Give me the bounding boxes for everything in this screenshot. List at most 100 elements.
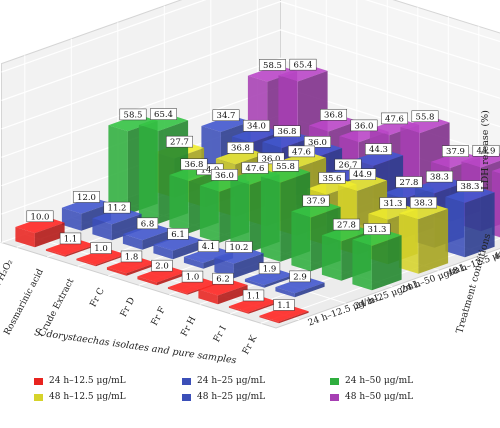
data-label-text: 34.0	[247, 122, 266, 132]
data-label: 36.8	[180, 158, 208, 170]
data-label-text: 6.8	[141, 219, 155, 229]
bar-front	[244, 279, 265, 288]
data-label-text: 1.8	[125, 252, 139, 262]
data-label: 1.1	[273, 299, 295, 311]
data-label-text: 44.3	[369, 145, 388, 155]
data-label-text: 2.0	[155, 262, 169, 272]
bar-front	[15, 227, 35, 248]
bar	[153, 234, 203, 260]
ldh-3d-bar-chart: 58.565.436.836.047.655.837.944.944.934.7…	[0, 0, 500, 366]
data-label-text: 47.6	[292, 147, 311, 157]
legend-swatch	[182, 393, 191, 401]
data-label-box	[363, 223, 391, 235]
data-label-text: 1.0	[186, 273, 200, 283]
z-axis-title: LDH release (%)	[480, 110, 491, 190]
bar-front	[352, 239, 372, 291]
legend-item: 48 h–50 μg/mL	[330, 392, 413, 403]
data-label-text: 31.3	[368, 225, 387, 235]
data-label-box	[242, 289, 265, 302]
data-label-text: 12.0	[77, 193, 96, 203]
data-label-box	[90, 242, 112, 254]
bar-front	[321, 235, 342, 281]
data-label: 37.9	[302, 194, 330, 207]
bar	[122, 223, 173, 250]
bar-front	[108, 125, 128, 215]
data-label-text: 36.0	[262, 154, 281, 164]
data-label-text: 36.8	[185, 160, 204, 170]
bar	[106, 256, 157, 276]
data-label-box	[334, 158, 362, 171]
data-label: 6.2	[212, 272, 234, 285]
data-label-box	[289, 270, 311, 283]
data-label-box	[26, 210, 54, 223]
legend-swatch	[330, 377, 339, 385]
data-label-text: 26.7	[339, 161, 358, 171]
data-label: 55.8	[411, 110, 439, 122]
legend: 24 h–12.5 μg/mL 24 h–25 μg/mL 24 h–50 μg/m…	[34, 372, 474, 422]
bar-top	[198, 278, 248, 296]
data-label-box	[73, 191, 100, 203]
data-label: 36.8	[273, 125, 301, 137]
x-grid-line	[230, 217, 500, 315]
bar-side	[278, 311, 309, 324]
data-label-box	[119, 108, 147, 121]
data-label-text: 34.7	[217, 111, 236, 121]
bar-top	[122, 223, 173, 241]
data-label-box	[211, 169, 238, 181]
data-label-box	[320, 108, 347, 121]
data-label: 38.3	[456, 180, 484, 192]
data-label: 38.3	[410, 196, 437, 209]
data-label: 1.9	[258, 262, 281, 274]
category-tick-label: Fr C	[89, 286, 107, 309]
data-label-text: 10.2	[230, 243, 249, 253]
bar-top	[275, 276, 325, 294]
data-label-box	[273, 299, 295, 311]
data-label-text: 65.4	[294, 61, 313, 71]
data-label: 2.0	[151, 259, 173, 272]
category-tick-label: Fr I	[212, 324, 229, 344]
bar-front	[138, 124, 159, 224]
data-label-text: 36.8	[324, 111, 343, 121]
bar-side	[172, 240, 203, 260]
data-label-text: 38.3	[430, 173, 449, 183]
bar	[275, 276, 325, 298]
data-label-box	[103, 201, 131, 214]
bar-top	[167, 276, 218, 294]
bar	[244, 268, 295, 288]
legend-item: 48 h–25 μg/mL	[182, 392, 265, 403]
bar-side	[126, 262, 157, 276]
data-label-box	[197, 240, 220, 252]
bar-front	[445, 196, 465, 258]
data-label: 36.0	[304, 136, 331, 148]
data-label-text: 36.8	[231, 144, 250, 154]
data-label-box	[227, 141, 254, 154]
data-label: 31.3	[379, 197, 407, 209]
bar-side	[233, 253, 264, 279]
bar	[352, 229, 402, 291]
data-label: 65.4	[150, 108, 177, 120]
data-label: 6.1	[167, 228, 189, 240]
data-label: 10.2	[225, 241, 253, 253]
data-label: 58.5	[119, 108, 147, 121]
data-label-box	[288, 145, 315, 158]
data-label: 36.8	[320, 108, 347, 121]
z-grid-line	[1, 0, 500, 73]
data-label: 58.5	[259, 59, 286, 71]
data-label-text: 4.1	[202, 242, 216, 252]
data-label-text: 6.1	[171, 230, 185, 240]
bar-top	[45, 238, 96, 256]
bar-front	[169, 175, 189, 234]
data-label-box	[318, 172, 346, 184]
bar-top	[491, 168, 500, 174]
data-label-text: 11.2	[108, 204, 127, 214]
data-label: 27.8	[395, 176, 423, 188]
legend-label: 24 h–50 μg/mL	[345, 376, 414, 386]
bar	[137, 265, 187, 286]
bar	[76, 248, 126, 267]
z-grid-line	[1, 0, 500, 102]
bar-front	[92, 218, 112, 241]
data-label: 34.7	[212, 109, 240, 121]
data-label-text: 55.8	[416, 112, 435, 122]
data-label: 26.7	[334, 158, 362, 171]
data-label-box	[257, 152, 285, 165]
